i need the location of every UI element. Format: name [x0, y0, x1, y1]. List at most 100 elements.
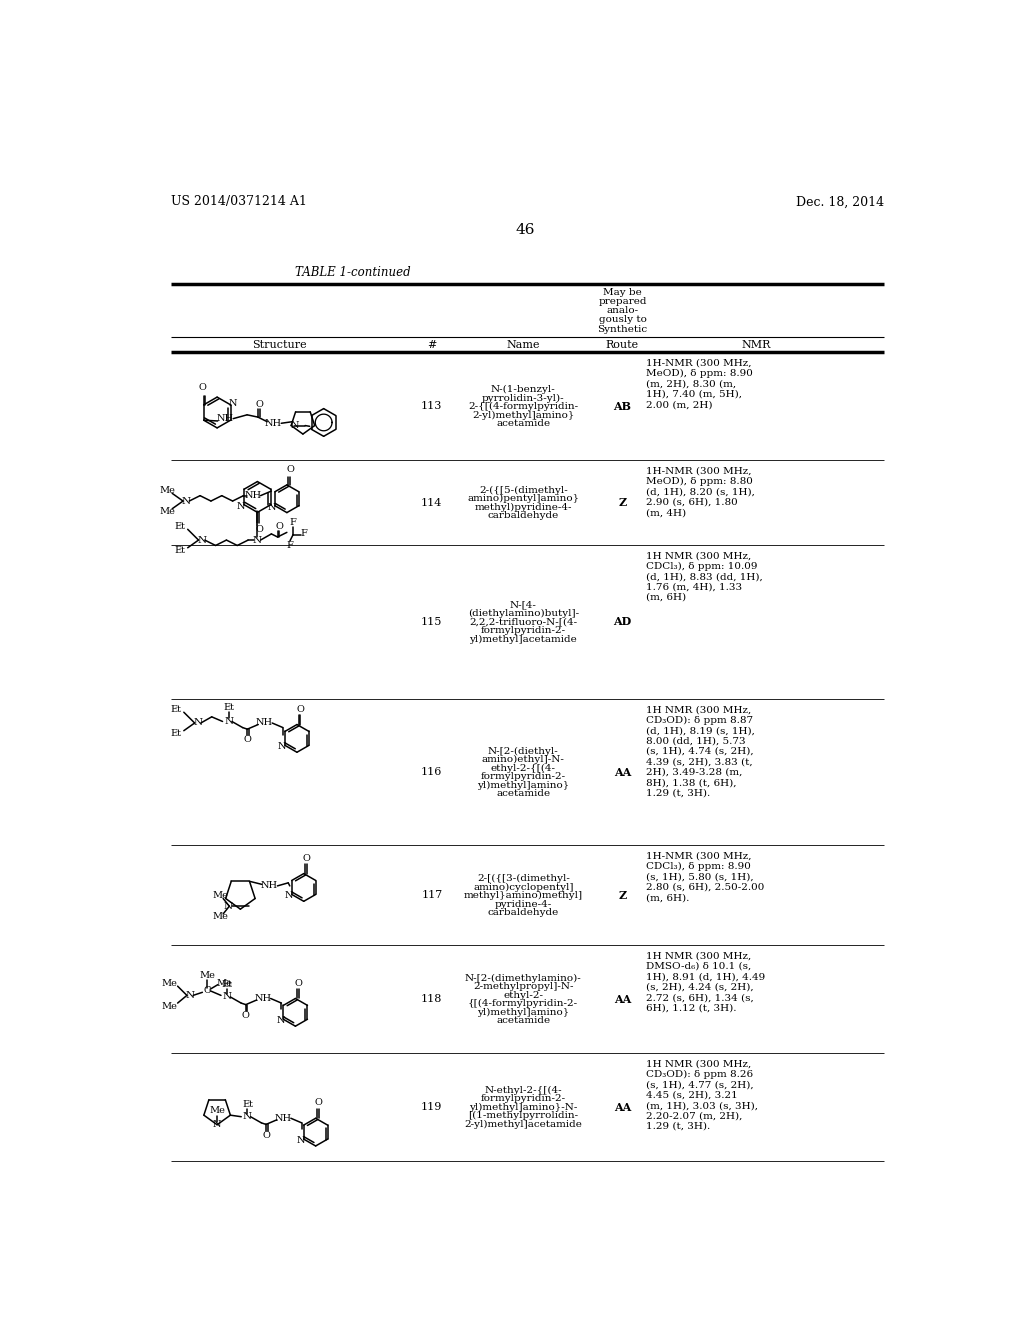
Text: (diethylamino)butyl]-: (diethylamino)butyl]-: [468, 610, 579, 618]
Text: Et: Et: [222, 981, 232, 989]
Text: F: F: [290, 517, 297, 527]
Text: amino)pentyl]amino}: amino)pentyl]amino}: [467, 494, 580, 503]
Text: 118: 118: [421, 994, 442, 1005]
Text: Me: Me: [199, 972, 215, 979]
Text: Me: Me: [160, 486, 175, 495]
Text: acetamide: acetamide: [497, 1016, 550, 1026]
Text: N: N: [238, 502, 246, 511]
Text: 115: 115: [421, 616, 442, 627]
Text: N: N: [297, 1137, 305, 1144]
Text: NMR: NMR: [741, 341, 770, 350]
Text: ethyl-2-{[(4-: ethyl-2-{[(4-: [490, 763, 556, 772]
Text: N-[4-: N-[4-: [510, 601, 537, 610]
Text: N: N: [243, 1113, 252, 1121]
Text: NH: NH: [244, 491, 261, 500]
Text: US 2014/0371214 A1: US 2014/0371214 A1: [171, 195, 306, 209]
Text: F: F: [300, 528, 307, 537]
Text: O: O: [275, 521, 283, 531]
Text: Name: Name: [507, 341, 540, 350]
Text: N: N: [229, 399, 238, 408]
Text: N-(1-benzyl-: N-(1-benzyl-: [490, 385, 556, 395]
Text: yl)methyl]acetamide: yl)methyl]acetamide: [469, 635, 578, 644]
Text: Et: Et: [174, 546, 185, 556]
Text: 119: 119: [421, 1102, 442, 1111]
Text: O: O: [262, 1131, 270, 1139]
Text: N: N: [222, 993, 231, 1002]
Text: Et: Et: [242, 1100, 253, 1109]
Text: N: N: [194, 718, 203, 727]
Text: N-ethyl-2-{[(4-: N-ethyl-2-{[(4-: [484, 1086, 562, 1096]
Text: Dec. 18, 2014: Dec. 18, 2014: [796, 195, 884, 209]
Text: 1H NMR (300 MHz,
CDCl₃), δ ppm: 10.09
(d, 1H), 8.83 (dd, 1H),
1.76 (m, 4H), 1.33: 1H NMR (300 MHz, CDCl₃), δ ppm: 10.09 (d…: [646, 552, 763, 602]
Text: Et: Et: [171, 705, 181, 714]
Text: O: O: [255, 525, 263, 533]
Text: N: N: [181, 496, 190, 506]
Text: yl)methyl]amino}: yl)methyl]amino}: [477, 780, 569, 789]
Text: N: N: [223, 902, 232, 911]
Text: yl)methyl]amino}: yl)methyl]amino}: [477, 1007, 569, 1016]
Text: N: N: [278, 742, 287, 751]
Text: AA: AA: [613, 1101, 631, 1113]
Text: 2,2,2-trifluoro-N-[(4-: 2,2,2-trifluoro-N-[(4-: [469, 618, 578, 627]
Text: N: N: [197, 536, 206, 545]
Text: 2-yl)methyl]acetamide: 2-yl)methyl]acetamide: [464, 1119, 583, 1129]
Text: 1H NMR (300 MHz,
CD₃OD): δ ppm 8.26
(s, 1H), 4.77 (s, 2H),
4.45 (s, 2H), 3.21
(m: 1H NMR (300 MHz, CD₃OD): δ ppm 8.26 (s, …: [646, 1059, 758, 1131]
Text: O: O: [314, 1098, 323, 1107]
Text: N: N: [276, 1016, 285, 1026]
Text: 1H-NMR (300 MHz,
CDCl₃), δ ppm: 8.90
(s, 1H), 5.80 (s, 1H),
2.80 (s, 6H), 2.50-2: 1H-NMR (300 MHz, CDCl₃), δ ppm: 8.90 (s,…: [646, 851, 764, 902]
Text: NH: NH: [274, 1114, 292, 1123]
Text: Structure: Structure: [252, 341, 306, 350]
Text: yl)methyl]amino}-N-: yl)methyl]amino}-N-: [469, 1102, 578, 1111]
Text: Me: Me: [212, 912, 228, 921]
Text: N: N: [291, 421, 299, 430]
Text: TABLE 1-continued: TABLE 1-continued: [295, 267, 411, 280]
Text: methyl}amino)methyl]: methyl}amino)methyl]: [464, 891, 583, 900]
Text: 2-methylpropyl]-N-: 2-methylpropyl]-N-: [473, 982, 573, 991]
Text: O: O: [286, 465, 294, 474]
Text: N: N: [213, 1121, 221, 1129]
Text: O: O: [295, 978, 302, 987]
Text: C: C: [204, 986, 211, 995]
Text: May be: May be: [603, 288, 642, 297]
Text: O: O: [296, 705, 304, 714]
Text: 1H NMR (300 MHz,
DMSO-d₆) δ 10.1 (s,
1H), 8.91 (d, 1H), 4.49
(s, 2H), 4.24 (s, 2: 1H NMR (300 MHz, DMSO-d₆) δ 10.1 (s, 1H)…: [646, 952, 765, 1012]
Text: 2-[({[3-(dimethyl-: 2-[({[3-(dimethyl-: [477, 874, 569, 883]
Text: N: N: [285, 891, 293, 900]
Text: ethyl-2-: ethyl-2-: [503, 991, 544, 999]
Text: 114: 114: [421, 498, 442, 508]
Text: Me: Me: [162, 978, 178, 987]
Text: 2-yl)methyl]amino}: 2-yl)methyl]amino}: [472, 411, 574, 420]
Text: Et: Et: [174, 521, 185, 531]
Text: N-[2-(diethyl-: N-[2-(diethyl-: [487, 747, 559, 756]
Text: O: O: [242, 1011, 250, 1020]
Text: 2-{[(4-formylpyridin-: 2-{[(4-formylpyridin-: [468, 403, 579, 412]
Text: AD: AD: [613, 616, 632, 627]
Text: #: #: [427, 341, 436, 350]
Text: acetamide: acetamide: [497, 789, 550, 799]
Text: Et: Et: [223, 704, 234, 711]
Text: N: N: [185, 991, 195, 999]
Text: pyrrolidin-3-yl)-: pyrrolidin-3-yl)-: [482, 393, 564, 403]
Text: NH: NH: [256, 718, 273, 727]
Text: 1H-NMR (300 MHz,
MeOD), δ ppm: 8.90
(m, 2H), 8.30 (m,
1H), 7.40 (m, 5H),
2.00 (m: 1H-NMR (300 MHz, MeOD), δ ppm: 8.90 (m, …: [646, 359, 753, 409]
Text: 1H-NMR (300 MHz,
MeOD), δ ppm: 8.80
(d, 1H), 8.20 (s, 1H),
2.90 (s, 6H), 1.80
(m: 1H-NMR (300 MHz, MeOD), δ ppm: 8.80 (d, …: [646, 466, 755, 517]
Text: Route: Route: [606, 341, 639, 350]
Text: formylpyridin-2-: formylpyridin-2-: [480, 772, 566, 781]
Text: Me: Me: [216, 978, 232, 987]
Text: amino)cyclopentyl]: amino)cyclopentyl]: [473, 883, 573, 892]
Text: Me: Me: [162, 1002, 178, 1011]
Text: {[(4-formylpyridin-2-: {[(4-formylpyridin-2-: [468, 999, 579, 1008]
Text: Synthetic: Synthetic: [597, 325, 647, 334]
Text: pyridine-4-: pyridine-4-: [495, 899, 552, 908]
Text: methyl)pyridine-4-: methyl)pyridine-4-: [474, 503, 572, 512]
Text: Me: Me: [160, 507, 175, 516]
Text: Z: Z: [618, 498, 627, 508]
Text: O: O: [199, 383, 206, 392]
Text: 117: 117: [421, 890, 442, 900]
Text: O: O: [244, 735, 251, 744]
Text: O: O: [303, 854, 310, 863]
Text: 116: 116: [421, 767, 442, 777]
Text: N-[2-(dimethylamino)-: N-[2-(dimethylamino)-: [465, 974, 582, 983]
Text: N: N: [253, 536, 262, 545]
Text: N: N: [268, 503, 276, 512]
